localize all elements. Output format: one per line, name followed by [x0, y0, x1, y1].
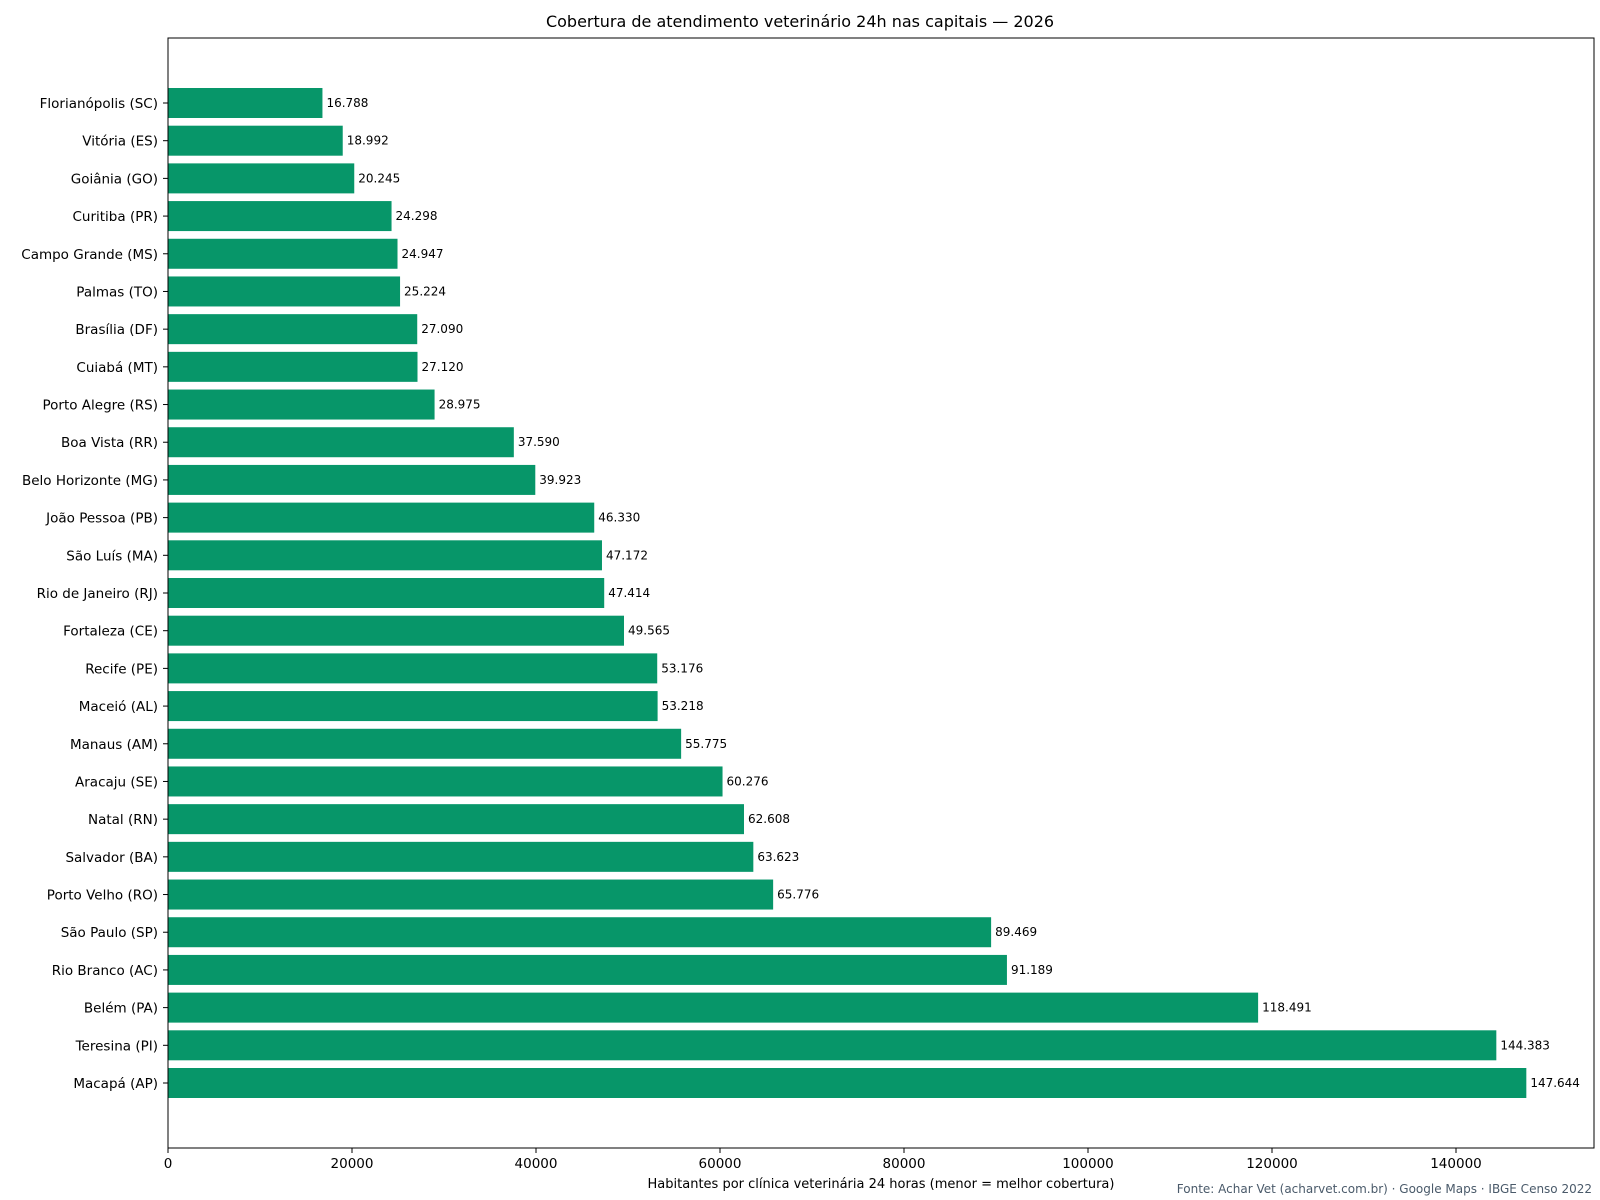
y-tick-label: Teresina (PI) — [75, 1038, 158, 1054]
y-tick-label: Natal (RN) — [88, 812, 158, 828]
data-label: 39.923 — [539, 473, 581, 487]
data-label: 24.298 — [396, 209, 438, 223]
y-tick-label: Maceió (AL) — [79, 699, 158, 715]
data-label: 47.414 — [608, 586, 650, 600]
x-tick-label: 0 — [164, 1156, 173, 1172]
bar — [168, 427, 514, 458]
data-label: 60.276 — [727, 774, 769, 788]
data-label: 47.172 — [606, 548, 648, 562]
data-label: 55.775 — [685, 737, 727, 751]
bar — [168, 917, 992, 948]
data-label: 91.189 — [1011, 963, 1053, 977]
y-tick-label: Porto Alegre (RS) — [42, 398, 158, 414]
data-label: 24.947 — [402, 247, 444, 261]
y-tick-label: Goiânia (GO) — [71, 171, 158, 187]
y-tick-label: João Pessoa (PB) — [45, 511, 158, 527]
bar — [168, 653, 658, 684]
data-label: 46.330 — [598, 511, 640, 525]
y-tick-label: Porto Velho (RO) — [47, 888, 158, 904]
x-tick-label: 20000 — [331, 1156, 374, 1172]
y-tick-label: Belo Horizonte (MG) — [22, 473, 158, 489]
data-label: 147.644 — [1530, 1076, 1580, 1090]
y-tick-label: Recife (PE) — [85, 661, 158, 677]
axes-frame — [167, 37, 1595, 1149]
bar — [168, 954, 1007, 985]
bar — [168, 314, 418, 345]
bar — [168, 540, 602, 571]
data-label: 18.992 — [347, 134, 389, 148]
data-label: 63.623 — [757, 850, 799, 864]
y-tick-label: Manaus (AM) — [70, 737, 158, 753]
data-label: 53.218 — [662, 699, 704, 713]
x-axis-label: Habitantes por clínica veterinária 24 ho… — [647, 1177, 1115, 1192]
y-tick-label: Florianópolis (SC) — [40, 96, 158, 112]
data-label: 16.788 — [326, 96, 368, 110]
data-label: 62.608 — [748, 812, 790, 826]
data-label: 53.176 — [661, 661, 703, 675]
data-label: 25.224 — [404, 284, 446, 298]
bar — [168, 125, 343, 156]
y-tick-label: Salvador (BA) — [65, 850, 158, 866]
data-label: 27.090 — [421, 322, 463, 336]
y-tick-label: Belém (PA) — [84, 1001, 158, 1017]
bar — [168, 1068, 1527, 1098]
y-tick-label: Palmas (TO) — [76, 284, 158, 300]
bar — [168, 351, 418, 382]
bar — [168, 276, 401, 307]
source-note: Fonte: Achar Vet (acharvet.com.br) · Goo… — [1176, 1182, 1592, 1196]
bar — [168, 804, 744, 835]
data-label: 37.590 — [518, 435, 560, 449]
y-tick-label: Rio Branco (AC) — [52, 963, 158, 979]
bar — [168, 163, 355, 194]
bar — [168, 201, 392, 232]
y-tick-label: Fortaleza (CE) — [63, 624, 158, 640]
data-label: 89.469 — [995, 925, 1037, 939]
y-tick-label: Vitória (ES) — [82, 134, 158, 150]
bar — [168, 728, 682, 759]
bar — [168, 691, 658, 722]
chart-title: Cobertura de atendimento veterinário 24h… — [545, 12, 1055, 31]
data-label: 27.120 — [422, 360, 464, 374]
y-tick-label: São Paulo (SP) — [61, 925, 158, 941]
data-label: 20.245 — [358, 171, 400, 185]
y-tick-label: Boa Vista (RR) — [61, 435, 158, 451]
y-tick-label: Rio de Janeiro (RJ) — [37, 586, 158, 602]
bar — [168, 1030, 1497, 1061]
bar — [168, 502, 595, 533]
x-tick-label: 60000 — [699, 1156, 742, 1172]
y-tick-label: Cuiabá (MT) — [76, 360, 158, 376]
x-tick-label: 80000 — [883, 1156, 926, 1172]
y-tick-label: Macapá (AP) — [73, 1076, 158, 1092]
bar — [168, 389, 435, 420]
y-tick-label: São Luís (MA) — [66, 548, 158, 564]
data-label: 65.776 — [777, 888, 819, 902]
data-label: 49.565 — [628, 624, 670, 638]
y-tick-label: Curitiba (PR) — [72, 209, 158, 225]
bar — [168, 992, 1259, 1023]
y-tick-label: Campo Grande (MS) — [21, 247, 158, 263]
bar — [168, 879, 774, 910]
x-tick-label: 140000 — [1430, 1156, 1482, 1172]
bar — [168, 238, 398, 269]
bar — [168, 578, 605, 608]
y-tick-label: Aracaju (SE) — [75, 774, 158, 790]
bar — [168, 464, 536, 495]
bar — [168, 841, 754, 872]
bar — [168, 615, 624, 646]
x-tick-label: 40000 — [515, 1156, 558, 1172]
bar — [168, 766, 723, 797]
data-label: 118.491 — [1262, 1001, 1312, 1015]
x-tick-label: 100000 — [1062, 1156, 1114, 1172]
data-label: 28.975 — [439, 398, 481, 412]
data-label: 144.383 — [1500, 1038, 1550, 1052]
y-tick-label: Brasília (DF) — [75, 322, 158, 338]
x-tick-label: 120000 — [1246, 1156, 1298, 1172]
bar — [168, 88, 323, 118]
